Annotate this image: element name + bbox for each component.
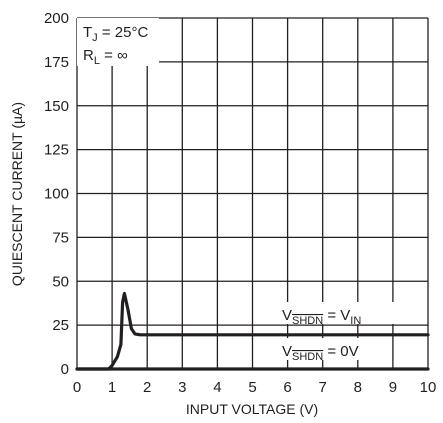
x-tick-label: 0 <box>73 379 81 396</box>
series-layer <box>75 291 430 371</box>
x-tick-label: 10 <box>420 379 437 396</box>
y-tick-label: 100 <box>44 186 69 203</box>
series-label-shdn-vin: VSHDN = VIN <box>282 307 361 327</box>
y-axis-label: QUIESCENT CURRENT (µA) <box>9 102 25 286</box>
y-tick-label: 150 <box>44 98 69 115</box>
tj-condition: TJ = 25°C <box>83 24 148 44</box>
y-tick-label: 50 <box>52 273 69 290</box>
x-axis-label: INPUT VOLTAGE (V) <box>186 401 318 417</box>
y-tick-label: 25 <box>52 317 69 334</box>
x-tick-label: 9 <box>389 379 397 396</box>
x-tick-label: 8 <box>354 379 362 396</box>
conditions-box <box>77 18 159 66</box>
x-tick-label: 2 <box>143 379 151 396</box>
label-bg-vin <box>280 302 398 324</box>
y-tick-label: 125 <box>44 142 69 159</box>
y-tick-label: 75 <box>52 229 69 246</box>
x-tick-label: 4 <box>213 379 221 396</box>
x-tick-label: 3 <box>178 379 186 396</box>
y-tick-label: 200 <box>44 10 69 27</box>
x-tick-label: 5 <box>248 379 256 396</box>
x-tick-label: 1 <box>108 379 116 396</box>
x-tick-label: 6 <box>283 379 291 396</box>
y-tick-label: 0 <box>61 361 69 378</box>
y-tick-label: 175 <box>44 54 69 71</box>
label-bg-0v <box>280 338 380 360</box>
series-line-0 <box>75 291 430 371</box>
rl-condition: RL = ∞ <box>83 47 128 67</box>
series-label-shdn-0v: VSHDN = 0V <box>282 343 359 363</box>
x-tick-label: 7 <box>319 379 327 396</box>
